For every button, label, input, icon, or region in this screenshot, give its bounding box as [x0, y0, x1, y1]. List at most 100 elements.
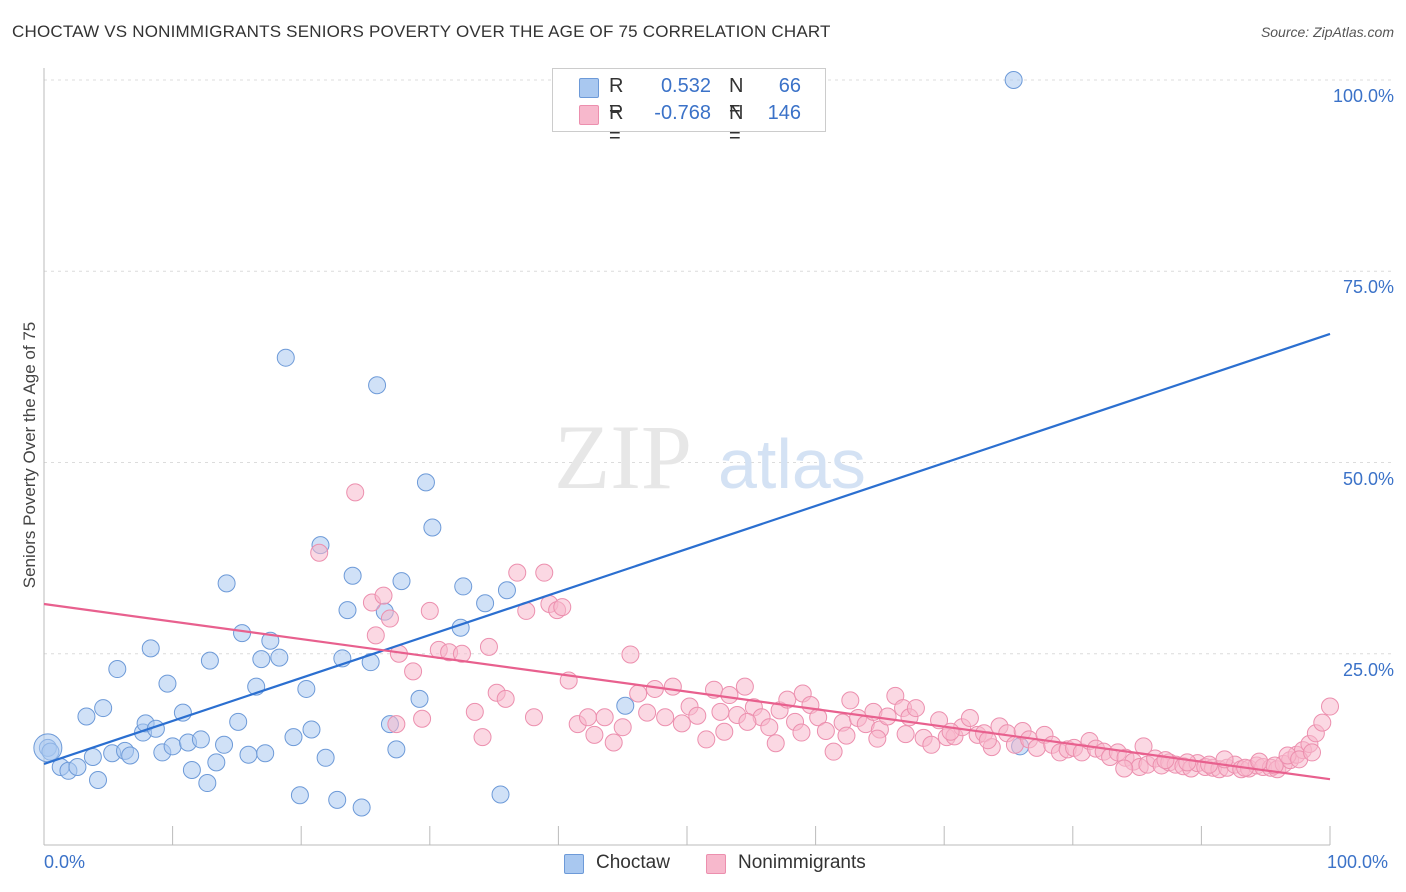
- data-point: [368, 376, 387, 395]
- data-point: [346, 483, 365, 502]
- data-point: [508, 563, 527, 582]
- data-point: [613, 718, 632, 737]
- data-point: [479, 637, 498, 656]
- data-point: [328, 790, 347, 809]
- n-value: 66: [778, 75, 801, 97]
- data-point: [629, 684, 648, 703]
- data-point: [738, 712, 757, 731]
- n-label: N =: [729, 75, 744, 120]
- data-point: [302, 720, 321, 739]
- trend-lines: [43, 332, 1331, 781]
- data-point: [343, 566, 362, 585]
- trend-line: [43, 332, 1331, 765]
- data-point: [604, 733, 623, 752]
- data-point: [416, 473, 435, 492]
- data-point: [766, 734, 785, 753]
- series-choctaw: [33, 71, 1030, 817]
- data-point: [158, 674, 177, 693]
- r-label: R =: [609, 102, 624, 147]
- data-point: [711, 702, 730, 721]
- data-point: [233, 624, 252, 643]
- data-point: [1156, 751, 1175, 770]
- data-point: [352, 798, 371, 817]
- data-point: [497, 581, 516, 600]
- data-point: [688, 706, 707, 725]
- data-point: [496, 689, 515, 708]
- x-tick-label-min: 0.0%: [44, 852, 86, 872]
- series-legend: Choctaw Nonimmigrants: [0, 852, 1406, 878]
- data-point: [191, 730, 210, 749]
- y-tick-label: 75.0%: [1342, 277, 1394, 298]
- x-axis-ticks: [43, 826, 1331, 845]
- watermark: ZIP atlas: [554, 406, 866, 508]
- data-point: [217, 574, 236, 593]
- data-point: [1004, 71, 1023, 89]
- data-point: [413, 709, 432, 728]
- watermark-atlas: atlas: [718, 425, 866, 503]
- r-value: 0.532: [660, 75, 711, 97]
- data-point: [387, 715, 406, 734]
- data-point: [33, 733, 63, 763]
- data-point: [816, 722, 835, 741]
- data-point: [94, 699, 113, 718]
- data-point: [366, 626, 385, 645]
- gridlines: [44, 79, 1394, 655]
- data-point: [1321, 697, 1339, 716]
- y-tick-label: 50.0%: [1342, 468, 1394, 489]
- data-point: [392, 572, 411, 591]
- data-point: [1250, 752, 1269, 771]
- data-point: [229, 712, 248, 731]
- data-point: [380, 609, 399, 628]
- data-point: [121, 746, 140, 765]
- data-point: [656, 708, 675, 727]
- data-point: [1115, 759, 1134, 778]
- data-point: [672, 714, 691, 733]
- data-point: [410, 689, 429, 708]
- data-point: [473, 728, 492, 747]
- data-point: [638, 703, 657, 722]
- data-point: [760, 718, 779, 737]
- data-point: [108, 660, 127, 679]
- data-point: [256, 744, 275, 763]
- legend-swatch-nonimmigrants: [579, 105, 599, 125]
- data-point: [310, 543, 329, 562]
- data-point: [316, 748, 335, 767]
- data-point: [452, 644, 471, 663]
- data-point: [215, 735, 234, 754]
- data-point: [338, 601, 357, 620]
- data-point: [77, 707, 96, 726]
- data-point: [841, 691, 860, 710]
- data-point: [423, 518, 442, 537]
- n-value: 146: [767, 102, 801, 124]
- data-point: [454, 577, 473, 596]
- data-point: [163, 737, 182, 756]
- data-point: [1178, 753, 1197, 772]
- data-point: [663, 677, 682, 696]
- data-point: [824, 742, 843, 761]
- data-point: [960, 709, 979, 728]
- data-point: [578, 708, 597, 727]
- data-point: [896, 725, 915, 744]
- data-point: [1200, 755, 1219, 774]
- stats-legend: R = 0.532 N = 66 R = -0.768 N = 146: [552, 68, 826, 147]
- data-point: [465, 702, 484, 721]
- data-point: [616, 696, 635, 715]
- data-point: [200, 651, 219, 670]
- data-point: [585, 725, 604, 744]
- r-value: -0.768: [654, 102, 711, 124]
- legend-swatch-nonimmigrants: [706, 854, 726, 874]
- data-point: [1313, 713, 1332, 732]
- data-point: [89, 770, 108, 789]
- x-tick-label-max: 100.0%: [1327, 852, 1389, 872]
- data-point: [404, 662, 423, 681]
- n-label: N =: [729, 102, 744, 147]
- data-point: [182, 761, 201, 780]
- data-point: [239, 745, 258, 764]
- data-point: [491, 785, 510, 804]
- data-point: [837, 726, 856, 745]
- data-point: [207, 753, 226, 772]
- data-point: [1265, 756, 1284, 775]
- data-point: [374, 586, 393, 605]
- data-point: [922, 735, 941, 754]
